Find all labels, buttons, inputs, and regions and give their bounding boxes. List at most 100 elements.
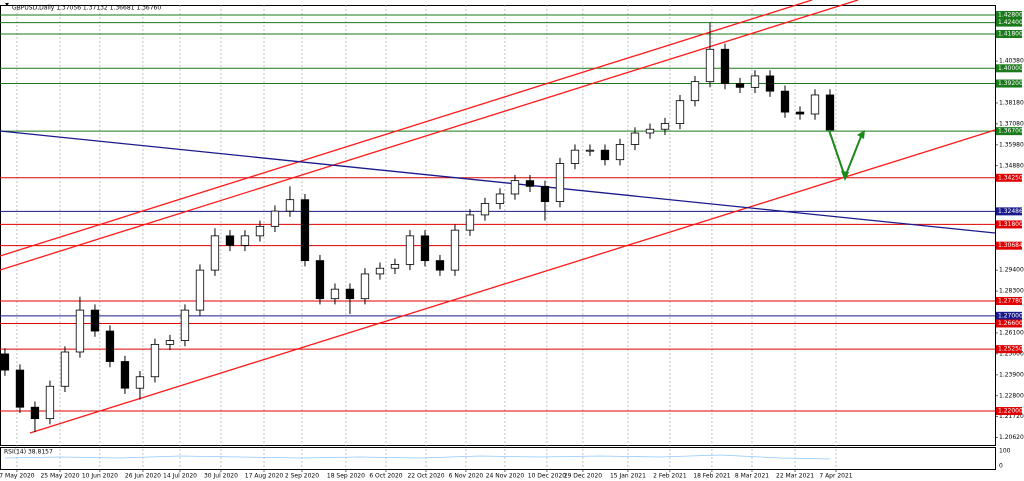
- grid-layer: [16, 5, 837, 469]
- y-tick-label: 1.22800: [999, 392, 1024, 399]
- candle-body: [30, 406, 40, 420]
- x-tick-label: 30 Jul 2020: [204, 473, 238, 480]
- level-label: 1.27780: [998, 297, 1023, 304]
- candle-body: [705, 48, 715, 83]
- y-tick-label: 1.25000: [999, 350, 1024, 357]
- x-tick-label: 18 Sep 2020: [327, 473, 365, 480]
- level-tag: [996, 207, 1022, 216]
- indicator-label: RSI(14) 38.8157: [4, 449, 53, 456]
- arrow-head: [841, 171, 849, 181]
- candle-body: [765, 75, 775, 92]
- y-tick-label: 1.28300: [999, 288, 1024, 295]
- x-tick-label: 22 Mar 2021: [776, 473, 814, 480]
- channel-line: [0, 0, 813, 257]
- indicator-frame: [0, 447, 996, 470]
- candle-body: [75, 309, 85, 353]
- candle-body: [690, 81, 700, 102]
- candle-body: [465, 214, 475, 231]
- level-label: 1.22000: [998, 408, 1023, 415]
- y-tick-label: 1.23900: [999, 371, 1024, 378]
- candle-body: [660, 123, 670, 130]
- candle-body: [390, 264, 400, 269]
- channel-line: [29, 129, 996, 434]
- candle-body: [375, 267, 385, 275]
- candle-body: [540, 185, 550, 202]
- level-tag: [996, 30, 1022, 39]
- level-tag: [996, 296, 1022, 305]
- indicator-axis-label: 0: [999, 463, 1003, 470]
- x-tick-label: 2 Sep 2020: [285, 473, 319, 480]
- level-tag: [996, 79, 1022, 88]
- candle-body: [315, 260, 325, 300]
- candle-body: [645, 128, 655, 134]
- candle-body: [810, 94, 820, 115]
- x-tick-label: 6 Oct 2020: [369, 473, 402, 480]
- candle-body: [510, 180, 520, 195]
- level-label: 1.39200: [998, 80, 1023, 87]
- candle-body: [90, 309, 100, 332]
- x-tick-label: 10 Jun 2020: [82, 473, 118, 480]
- candles-layer: [0, 22, 835, 432]
- indicator-line: [4, 454, 831, 460]
- level-label: 1.25250: [998, 346, 1023, 353]
- candle-body: [0, 353, 10, 371]
- candle-body: [675, 100, 685, 124]
- x-tick-label: 6 Nov 2020: [449, 473, 484, 480]
- candle-body: [285, 199, 295, 212]
- level-tag: [996, 173, 1022, 182]
- level-label: 1.40000: [998, 65, 1023, 72]
- candle-body: [330, 288, 340, 300]
- candle-body: [165, 340, 175, 345]
- candle-body: [630, 132, 640, 145]
- candle-body: [585, 149, 595, 152]
- trend-line: [0, 130, 996, 234]
- candle-body: [570, 149, 580, 164]
- x-tick-label: 25 May 2020: [40, 473, 79, 480]
- y-tick-label: 1.26100: [999, 329, 1024, 336]
- x-tick-label: 22 Oct 2020: [407, 473, 444, 480]
- candle-body: [255, 225, 265, 237]
- level-tag: [996, 10, 1022, 19]
- candle-body: [360, 273, 370, 300]
- candle-body: [240, 235, 250, 246]
- candle-body: [480, 203, 490, 216]
- candle-body: [60, 351, 70, 387]
- y-tick-label: 1.20620: [999, 434, 1024, 441]
- forecast-arrow: [828, 129, 865, 181]
- level-label: 1.32486: [998, 208, 1023, 215]
- x-tick-label: 8 Mar 2021: [735, 473, 769, 480]
- candle-body: [720, 48, 730, 84]
- menu-arrow: [5, 3, 9, 6]
- level-label: 1.36700: [998, 128, 1023, 135]
- channel-line: [0, 0, 859, 271]
- y-tick-label: 1.21720: [999, 413, 1024, 420]
- level-label: 1.42800: [998, 11, 1023, 18]
- y-tick-label: 1.40380: [999, 58, 1024, 65]
- candle-body: [15, 369, 25, 408]
- candle-body: [195, 269, 205, 311]
- x-tick-label: 2 Feb 2021: [653, 473, 687, 480]
- x-tick-label: 17 Aug 2020: [245, 473, 284, 480]
- level-label: 1.27000: [998, 312, 1023, 319]
- level-tag: [996, 241, 1022, 250]
- y-tick-label: 1.29400: [999, 267, 1024, 274]
- level-tag: [996, 64, 1022, 73]
- x-tick-label: 14 Jul 2020: [163, 473, 197, 480]
- candle-body: [525, 180, 535, 187]
- candle-body: [345, 288, 355, 300]
- candle-body: [210, 235, 220, 271]
- y-tick-label: 1.35980: [999, 141, 1024, 148]
- x-tick-label: 7 Apr 2021: [819, 473, 852, 480]
- candle-body: [150, 343, 160, 378]
- level-tag: [996, 319, 1022, 328]
- trend-lines: [0, 0, 996, 434]
- level-label: 1.42400: [998, 19, 1023, 26]
- level-label: 1.34250: [998, 174, 1023, 181]
- chart-header: GBPUSD,Daily 1.37056 1.37132 1.36681 1.3…: [12, 5, 161, 12]
- y-tick-label: 1.34880: [999, 162, 1024, 169]
- x-tick-label: 10 Dec 2020: [528, 473, 567, 480]
- plot-frame: [0, 5, 996, 446]
- level-tag: [996, 127, 1022, 136]
